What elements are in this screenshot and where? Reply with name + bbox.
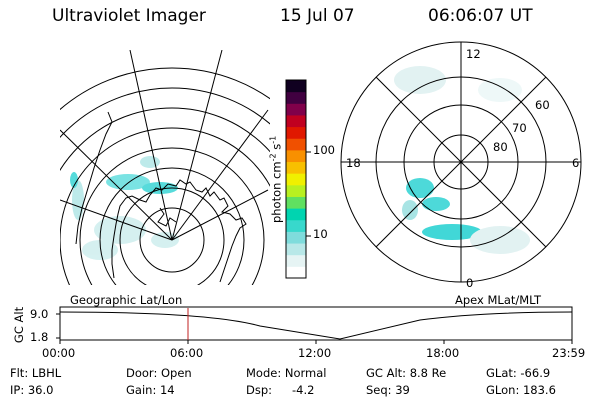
colorbar-stripe — [286, 266, 306, 279]
colorbar-stripe — [286, 126, 306, 139]
unit-exp2: -1 — [268, 135, 278, 144]
colorbar-stripe — [286, 173, 306, 186]
time-tick-2359: 23:59 — [552, 346, 586, 360]
time-tick-1200: 12:00 — [298, 346, 332, 360]
colorbar-stripe — [286, 80, 306, 93]
alt-tick-high: 9.0 — [30, 307, 49, 321]
time-tick-1800: 18:00 — [426, 346, 460, 360]
south-america-tip — [75, 111, 113, 245]
colorbar-stripe — [286, 184, 306, 197]
unit-exp1: -2 — [268, 153, 278, 162]
altitude-strip — [56, 306, 573, 344]
colorbar-unit: photon cm-2 s-1 — [269, 119, 284, 239]
colorbar-stripe — [286, 149, 306, 163]
colorbar-stripe — [286, 231, 306, 244]
flt-info: Flt: LBHL — [10, 366, 62, 380]
seq-info: Seq: 39 — [366, 383, 410, 397]
glon-info: GLon: 183.6 — [486, 383, 556, 397]
time-label: 06:06:07 UT — [428, 6, 533, 26]
antarctica-coastline — [111, 179, 247, 283]
mlt-6-label: 6 — [572, 156, 580, 170]
alt-tick-low: 1.8 — [30, 330, 49, 344]
colorbar-stripe — [286, 103, 306, 116]
colorbar-stripe — [286, 219, 306, 232]
mlat-70-label: 70 — [512, 121, 527, 135]
mlt-12-label: 12 — [466, 47, 481, 61]
time-tick-0600: 06:00 — [170, 346, 204, 360]
colorbar-tick-100: 100 — [313, 143, 335, 157]
altitude-axis-label: GC Alt — [12, 306, 26, 344]
colorbar — [286, 80, 306, 279]
colorbar-stripe — [286, 138, 306, 151]
ip-info: IP: 36.0 — [10, 383, 54, 397]
time-tick-0000: 00:00 — [42, 346, 76, 360]
apex-aurora — [394, 66, 530, 254]
apex-map-caption: Apex MLat/MLT — [455, 293, 542, 307]
gcalt-info: GC Alt: 8.8 Re — [366, 366, 447, 380]
altitude-curve — [59, 311, 573, 340]
mlat-60-label: 60 — [535, 98, 550, 112]
date-label: 15 Jul 07 — [280, 6, 355, 26]
dsp-value: -4.2 — [292, 383, 315, 397]
geo-meridians — [60, 50, 269, 241]
colorbar-stripe — [286, 91, 306, 104]
dsp-info: Dsp: — [246, 383, 273, 397]
colorbar-stripe — [286, 254, 306, 267]
geo-map-caption: Geographic Lat/Lon — [70, 293, 183, 307]
colorbar-stripe — [286, 114, 306, 128]
geographic-map — [60, 50, 270, 285]
colorbar-stripe — [286, 208, 306, 221]
geo-lat-circles — [60, 67, 270, 285]
gain-info: Gain: 14 — [126, 383, 175, 397]
colorbar-stripe — [286, 196, 306, 209]
glat-info: GLat: -66.9 — [486, 366, 551, 380]
colorbar-tick-10: 10 — [313, 227, 328, 241]
colorbar-stripe — [286, 243, 306, 256]
mlat-80-label: 80 — [493, 140, 508, 154]
mode-info: Mode: Normal — [246, 366, 327, 380]
unit-mid: s — [269, 143, 284, 150]
geo-aurora — [70, 156, 179, 260]
app-title: Ultraviolet Imager — [52, 6, 206, 26]
mlt-18-label: 18 — [346, 156, 361, 170]
apex-map — [340, 41, 582, 283]
mlt-0-label: 0 — [466, 276, 474, 290]
colorbar-stripe — [286, 161, 306, 174]
door-info: Door: Open — [126, 366, 192, 380]
unit-text: photon cm — [269, 161, 284, 224]
